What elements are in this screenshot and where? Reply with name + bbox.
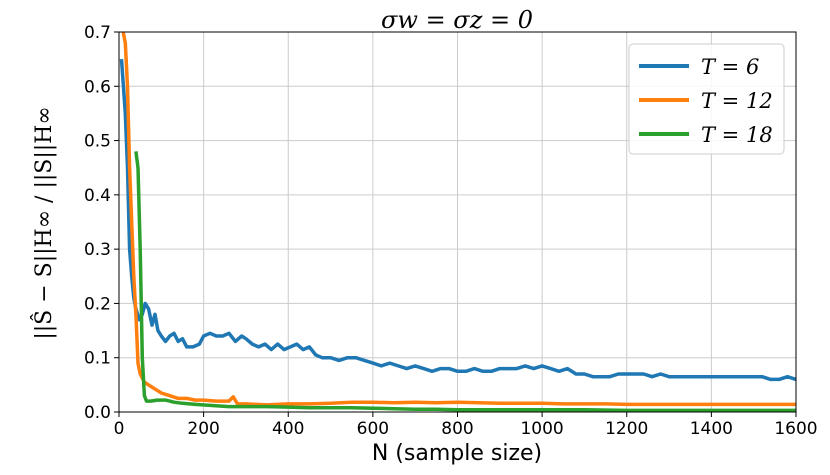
x-tick-label: 1200 [605, 419, 648, 439]
x-axis-title: N (sample size) [372, 441, 542, 466]
series-layer [119, 32, 796, 412]
x-tick-label: 200 [187, 419, 219, 439]
legend-label: T = 12 [701, 89, 773, 113]
y-axis-title-text: ||Ŝ − S||H∞ / ||S||H∞ [30, 106, 57, 339]
legend-box [628, 43, 785, 155]
y-tick-label: 0.3 [84, 240, 111, 260]
y-tick-label: 0.6 [84, 77, 111, 97]
y-tick-label: 0.2 [84, 294, 111, 314]
x-tick-label: 1000 [520, 419, 563, 439]
x-tick-label: 400 [272, 419, 304, 439]
y-tick-label: 0.4 [84, 186, 111, 206]
legend-label: T = 6 [701, 55, 759, 79]
y-axis-title: ||Ŝ − S||H∞ / ||S||H∞ [30, 106, 57, 339]
y-tick-label: 0.5 [84, 132, 111, 152]
x-tick-label: 600 [357, 419, 389, 439]
x-tick-label: 800 [441, 419, 473, 439]
ticks: 0 200 400 600 800 1000 1200 1400 1600 0.0 0.1 0.2 0.… [84, 23, 818, 439]
y-tick-label: 0.7 [84, 23, 111, 43]
x-tick-label: 1400 [690, 419, 733, 439]
legend-label: T = 18 [701, 123, 773, 147]
chart-title: σw = σz = 0 [381, 6, 533, 34]
series-line-2 [121, 32, 796, 407]
series-line-1 [119, 58, 796, 382]
x-tick-label: 0 [114, 419, 125, 439]
y-tick-label: 0.1 [84, 349, 111, 369]
x-tick-label: 1600 [774, 419, 817, 439]
y-tick-label: 0.0 [84, 403, 111, 423]
legend: T = 6 T = 12 T = 18 [628, 43, 785, 155]
series-line-3 [134, 151, 796, 412]
